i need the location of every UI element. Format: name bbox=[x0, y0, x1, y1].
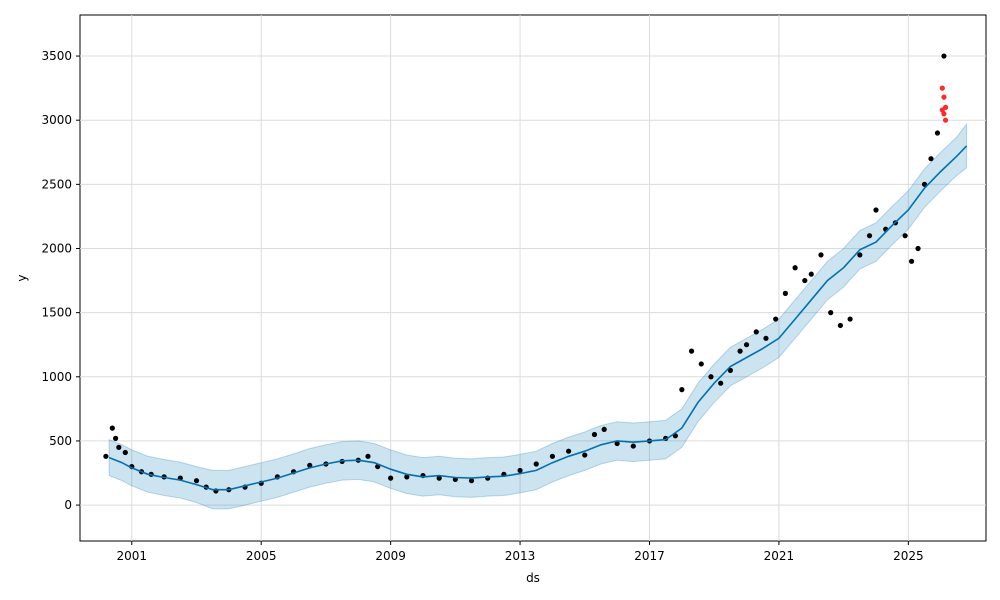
actual-point bbox=[934, 130, 941, 136]
x-axis-title: ds bbox=[526, 571, 540, 585]
actual-point bbox=[122, 449, 128, 456]
actual-points bbox=[103, 53, 947, 494]
x-tick-label: 2005 bbox=[246, 549, 277, 563]
y-tick-label: 1000 bbox=[41, 370, 72, 384]
x-tick-label: 2025 bbox=[893, 549, 924, 563]
actual-point bbox=[307, 462, 313, 468]
outlier-point bbox=[939, 85, 945, 91]
actual-point bbox=[866, 233, 873, 239]
x-tick-label: 2009 bbox=[375, 549, 406, 563]
y-tick-label: 2000 bbox=[41, 241, 72, 255]
uncertainty-band bbox=[108, 122, 968, 510]
plot-frame bbox=[79, 14, 987, 542]
actual-point bbox=[847, 316, 853, 322]
outlier-point bbox=[941, 94, 947, 100]
y-axis-title: y bbox=[15, 274, 29, 281]
actual-point bbox=[941, 53, 947, 59]
actual-point bbox=[193, 478, 200, 484]
forecast-line bbox=[108, 145, 968, 491]
x-tick-label: 2017 bbox=[634, 549, 665, 563]
actual-point bbox=[857, 252, 863, 258]
x-axis: 2001 2005 2009 2013 2017 2021 2025 bbox=[116, 541, 924, 563]
actual-point bbox=[902, 233, 908, 239]
actual-point bbox=[404, 474, 410, 480]
actual-point bbox=[679, 387, 685, 393]
actual-point bbox=[808, 271, 814, 277]
actual-point bbox=[792, 265, 798, 271]
actual-point bbox=[737, 348, 743, 354]
actual-point bbox=[908, 258, 915, 264]
actual-point bbox=[743, 342, 750, 348]
y-tick-label: 2500 bbox=[41, 177, 72, 191]
actual-point bbox=[753, 329, 759, 335]
actual-point bbox=[601, 426, 607, 432]
outlier-point bbox=[942, 117, 949, 123]
actual-point bbox=[688, 348, 695, 354]
actual-point bbox=[103, 453, 109, 459]
actual-point bbox=[802, 277, 808, 284]
x-tick-label: 2001 bbox=[116, 549, 147, 563]
actual-point bbox=[109, 425, 115, 431]
actual-point bbox=[873, 207, 879, 213]
y-tick-label: 3500 bbox=[41, 49, 72, 63]
y-axis: 0 500 1000 1500 2000 2500 3000 3500 bbox=[41, 49, 80, 512]
y-tick-label: 500 bbox=[49, 434, 72, 448]
actual-point bbox=[928, 156, 934, 162]
actual-point bbox=[718, 380, 724, 386]
actual-point bbox=[630, 443, 636, 449]
outlier-points bbox=[939, 85, 949, 123]
actual-point bbox=[468, 478, 475, 484]
actual-point bbox=[365, 453, 371, 459]
actual-point bbox=[698, 361, 704, 367]
actual-point bbox=[614, 440, 620, 447]
x-tick-label: 2013 bbox=[505, 549, 536, 563]
actual-point bbox=[565, 448, 572, 454]
actual-point bbox=[582, 452, 588, 458]
actual-point bbox=[533, 461, 539, 467]
actual-point bbox=[727, 367, 733, 373]
actual-point bbox=[782, 290, 788, 296]
actual-point bbox=[921, 181, 928, 187]
actual-point bbox=[763, 335, 769, 341]
grid bbox=[80, 15, 986, 541]
actual-point bbox=[436, 475, 442, 481]
actual-point bbox=[388, 475, 394, 481]
actual-point bbox=[708, 374, 714, 380]
y-tick-label: 1500 bbox=[41, 306, 72, 320]
y-tick-label: 3000 bbox=[41, 113, 72, 127]
x-tick-label: 2021 bbox=[764, 549, 795, 563]
actual-point bbox=[549, 453, 556, 459]
actual-point bbox=[116, 444, 122, 450]
y-tick-label: 0 bbox=[64, 498, 72, 512]
actual-point bbox=[517, 467, 523, 474]
actual-point bbox=[112, 435, 119, 441]
actual-point bbox=[773, 316, 779, 322]
forecast-path bbox=[108, 145, 968, 491]
actual-point bbox=[915, 245, 921, 252]
actual-point bbox=[591, 431, 598, 438]
actual-point bbox=[818, 252, 824, 258]
uncertainty-area bbox=[108, 122, 968, 510]
actual-point bbox=[828, 310, 834, 316]
actual-point bbox=[837, 322, 843, 329]
outlier-point bbox=[939, 107, 945, 113]
